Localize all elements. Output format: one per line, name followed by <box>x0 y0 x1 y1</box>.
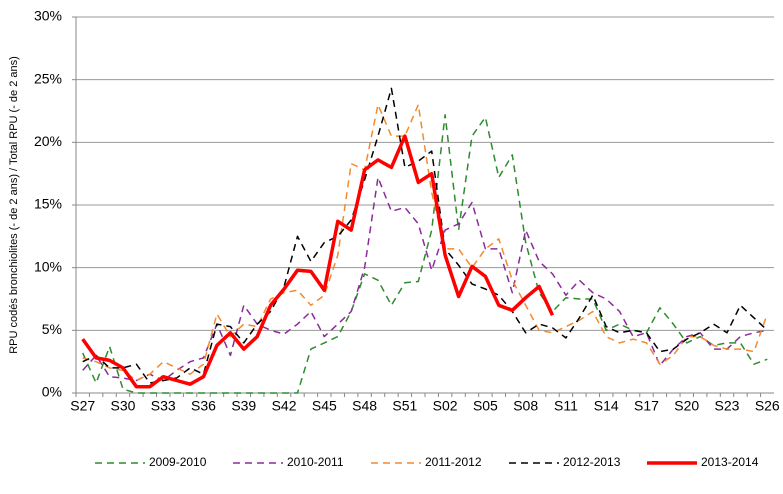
legend-label: 2009-2010 <box>149 455 207 469</box>
x-tick-label: S30 <box>111 398 136 414</box>
y-tick-label: 20% <box>34 133 62 149</box>
x-tick-label: S51 <box>392 398 417 414</box>
series-line <box>82 87 768 384</box>
x-tick-label: S17 <box>634 398 659 414</box>
y-tick-label: 15% <box>34 196 62 212</box>
series-line <box>81 134 555 389</box>
x-tick-label: S48 <box>352 398 377 414</box>
x-tick-label: S02 <box>433 398 458 414</box>
x-tick-label: S05 <box>473 398 498 414</box>
y-axis-label: RPU codés bronchiolites (- de 2 ans) / T… <box>8 56 20 354</box>
x-tick-label: S26 <box>755 398 780 414</box>
series-line <box>82 176 768 382</box>
y-tick-label: 5% <box>42 321 62 337</box>
x-tick-label: S20 <box>674 398 699 414</box>
x-tick-label: S33 <box>151 398 176 414</box>
legend-label: 2010-2011 <box>287 455 344 469</box>
legend-label: 2013-2014 <box>701 455 759 469</box>
x-tick-label: S39 <box>231 398 256 414</box>
y-tick-label: 30% <box>34 8 62 24</box>
series-line <box>82 114 768 394</box>
y-tick-label: 0% <box>42 384 62 400</box>
y-tick-label: 25% <box>34 70 62 86</box>
x-tick-label: S08 <box>513 398 538 414</box>
x-tick-label: S42 <box>272 398 297 414</box>
legend-label: 2012-2013 <box>563 455 621 469</box>
x-tick-label: S27 <box>70 398 95 414</box>
x-tick-label: S23 <box>715 398 740 414</box>
x-tick-label: S11 <box>554 398 578 414</box>
x-tick-label: S36 <box>191 398 216 414</box>
legend-label: 2011-2012 <box>425 455 482 469</box>
x-tick-label: S14 <box>594 398 619 414</box>
x-tick-label: S45 <box>312 398 337 414</box>
series-line <box>82 103 769 382</box>
y-tick-label: 10% <box>34 258 62 274</box>
